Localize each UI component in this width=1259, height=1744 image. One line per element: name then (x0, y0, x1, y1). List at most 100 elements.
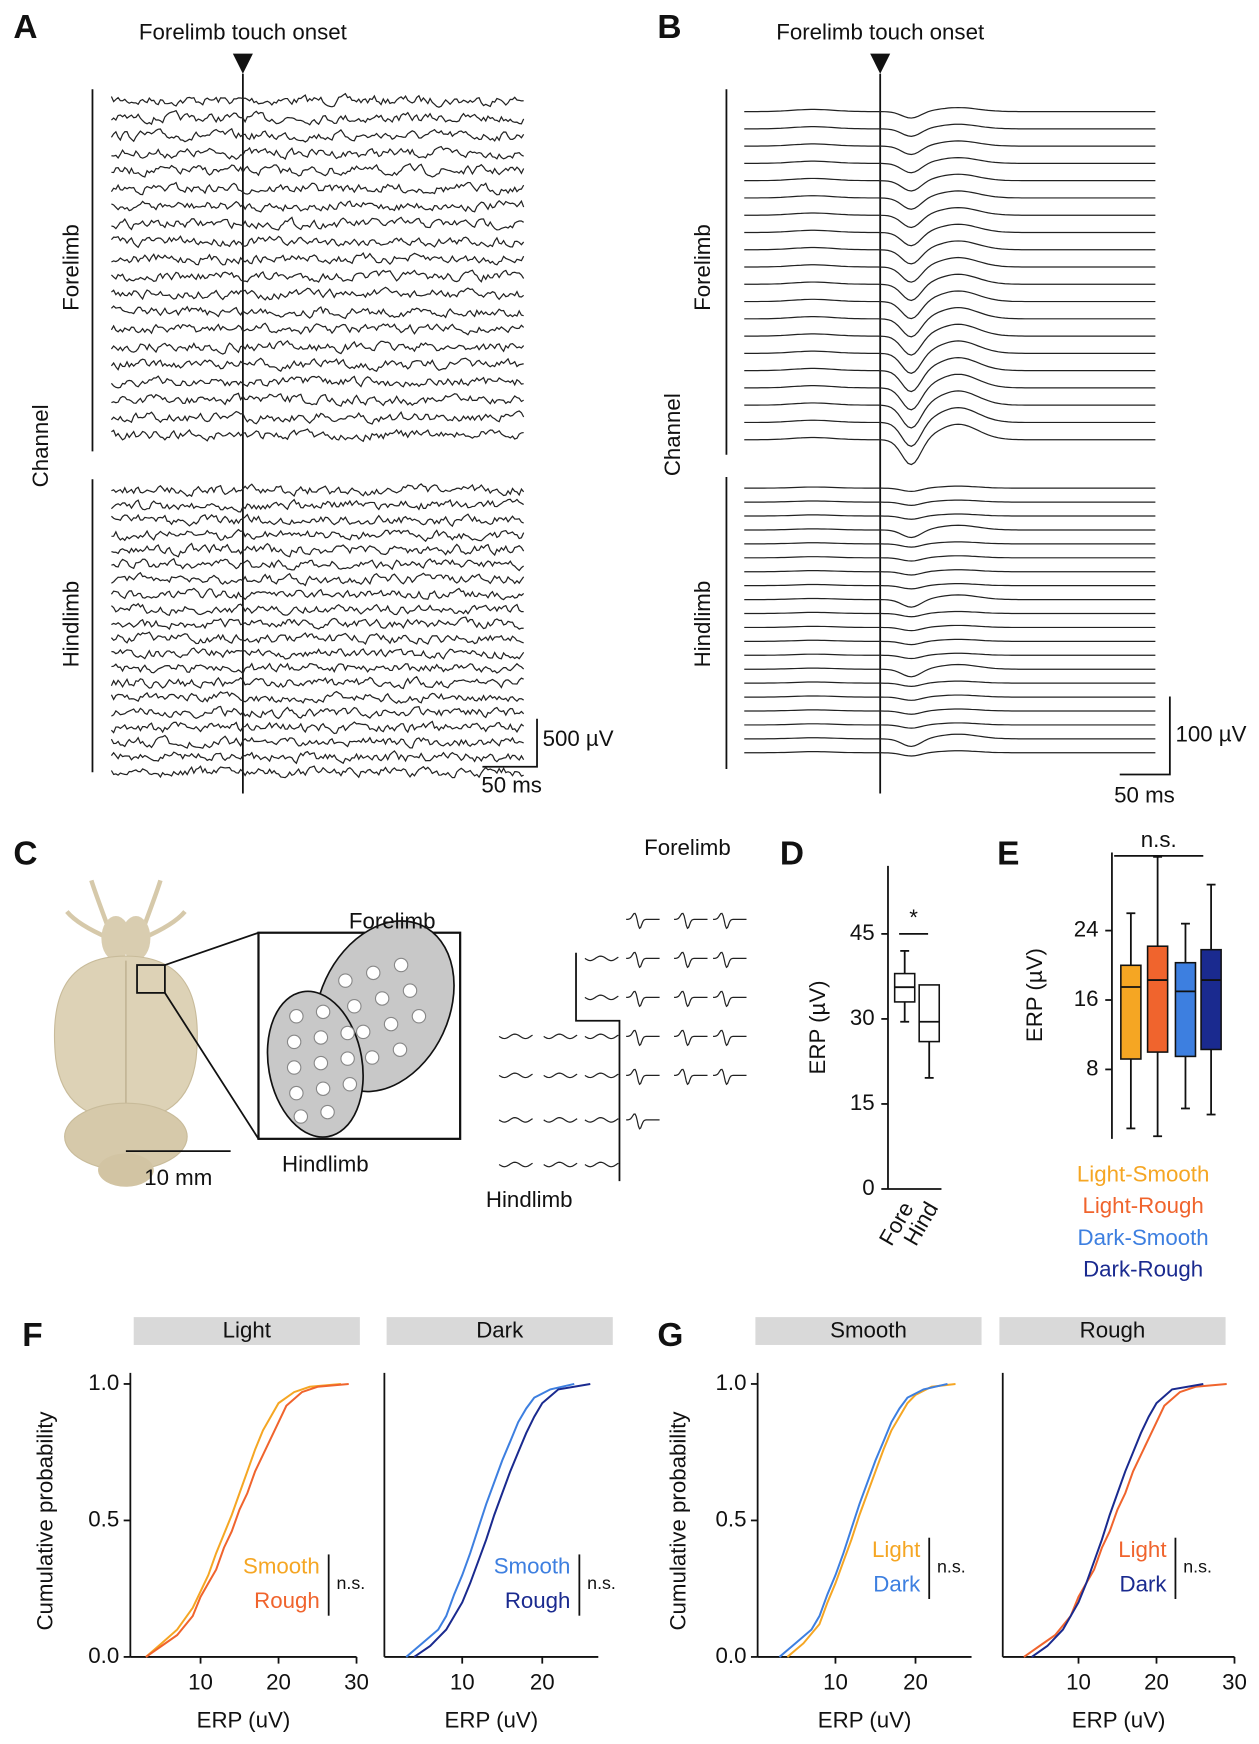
trace (111, 662, 525, 675)
trace (744, 722, 1156, 729)
y-tick-label: 30 (850, 1005, 875, 1030)
panel-title: Forelimb touch onset (139, 19, 348, 44)
electrode (286, 1034, 302, 1050)
trace (110, 339, 525, 355)
trace (111, 528, 525, 543)
y-tick-label: 1.0 (88, 1370, 119, 1395)
group-label: Forelimb (690, 224, 715, 311)
cdf-line (145, 1382, 349, 1658)
facet-header (133, 1317, 360, 1345)
trace (111, 199, 525, 213)
trace (626, 951, 660, 969)
trace (674, 1068, 708, 1086)
trace (744, 140, 1156, 156)
trace (744, 594, 1156, 608)
trace (674, 912, 708, 930)
trace (584, 955, 619, 962)
trace (626, 1029, 660, 1047)
x-tick-label: 20 (266, 1670, 291, 1695)
trace (744, 173, 1156, 192)
significance: n.s. (1183, 1556, 1212, 1576)
legend-entry: Rough (254, 1588, 320, 1613)
significance: n.s. (937, 1556, 966, 1576)
cdf-line (778, 1382, 948, 1658)
box (1120, 964, 1142, 1060)
electrode (320, 1104, 335, 1120)
trace (584, 1161, 619, 1168)
trace (744, 485, 1156, 493)
legend-entry: Dark-Rough (1083, 1257, 1203, 1282)
facet-header (386, 1317, 613, 1345)
onset-marker (232, 53, 253, 74)
facet-header (755, 1317, 982, 1345)
trace (110, 734, 524, 749)
trace (110, 410, 525, 425)
electrode (342, 1077, 358, 1092)
legend-entry: Light (872, 1537, 921, 1562)
trace (744, 373, 1156, 411)
axis-label: Channel (660, 393, 685, 476)
trace (744, 290, 1156, 320)
significance: * (909, 905, 918, 930)
trace (744, 423, 1156, 466)
x-tick-label: 20 (1144, 1670, 1169, 1695)
trace (543, 1161, 578, 1168)
legend-entry: Dark (1120, 1572, 1168, 1597)
trace (744, 273, 1156, 302)
significance: n.s. (336, 1573, 365, 1593)
trace (111, 109, 525, 126)
cdf-line (413, 1382, 591, 1658)
y-tick-label: 16 (1074, 986, 1099, 1011)
trace (713, 912, 747, 930)
x-axis-label: ERP (uV) (1072, 1707, 1166, 1732)
panel-letter: B (657, 9, 681, 46)
trace (674, 1029, 708, 1047)
trace (713, 1068, 747, 1086)
trace-label: Hindlimb (486, 1187, 573, 1212)
y-axis-label: ERP (µV) (805, 980, 830, 1074)
electrode (355, 1024, 371, 1040)
trace (111, 616, 524, 631)
trace (110, 322, 525, 336)
trace (110, 305, 524, 320)
y-tick-label: 24 (1074, 916, 1099, 941)
trace (111, 145, 524, 161)
electrode (315, 1004, 331, 1020)
box (1146, 945, 1169, 1053)
trace (110, 690, 524, 705)
trace (111, 705, 525, 720)
x-tick-label: 10 (1066, 1670, 1091, 1695)
cdf-line (786, 1382, 956, 1658)
region-boundary (575, 952, 621, 1182)
trace (110, 765, 524, 779)
legend-entry: Light-Rough (1082, 1193, 1203, 1218)
trace (744, 323, 1156, 356)
facet-title: Rough (1080, 1317, 1146, 1342)
trace (110, 587, 525, 601)
scale-label: 100 µV (1175, 721, 1246, 746)
trace (584, 1117, 619, 1123)
region-label: Forelimb (349, 909, 436, 934)
y-tick-label: 45 (850, 920, 875, 945)
electrode (402, 983, 418, 998)
trace (744, 524, 1156, 539)
traces (110, 92, 525, 779)
electrode (338, 973, 353, 988)
electrode (392, 1042, 408, 1057)
panel-letter: C (13, 836, 37, 873)
trace (110, 357, 524, 373)
trace (744, 407, 1156, 447)
x-tick-label: 30 (1222, 1670, 1247, 1695)
trace (744, 356, 1156, 393)
facet-header (999, 1317, 1226, 1345)
trace (110, 269, 525, 283)
trace (498, 1072, 533, 1079)
trace (744, 223, 1156, 247)
panel-letter: D (780, 836, 804, 873)
scale-bar (482, 718, 538, 768)
trace (744, 340, 1156, 374)
electrode (393, 957, 409, 973)
